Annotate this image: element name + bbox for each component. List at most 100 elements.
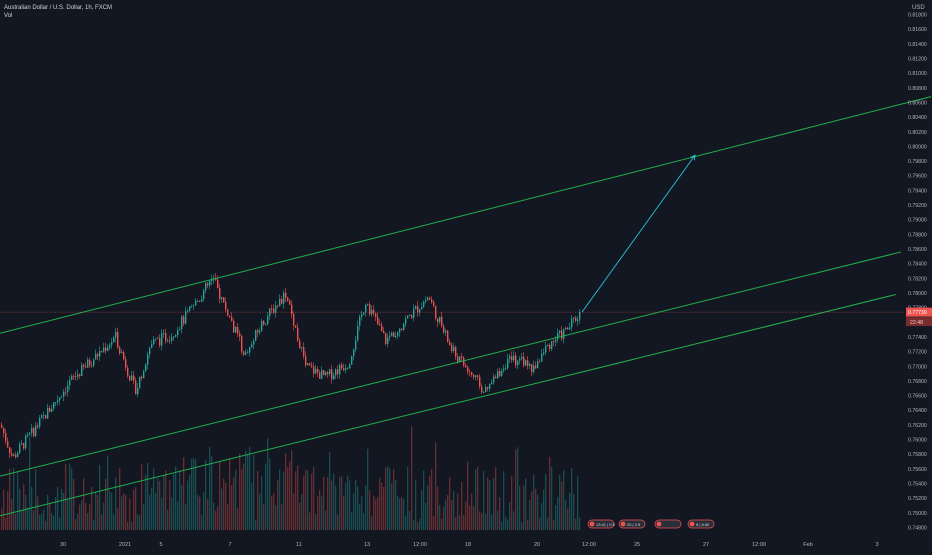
volume-bar	[351, 511, 353, 530]
candle	[129, 375, 131, 381]
time-tick-label: 25	[634, 542, 640, 548]
projection-arrow[interactable]	[581, 154, 696, 313]
event-marker[interactable]: 20 | 2.5	[618, 519, 646, 529]
volume-bar	[219, 461, 221, 530]
candle	[273, 308, 275, 313]
time-axis[interactable]: 30 2021 5 7 11 13 12:00 18 20 12:00 25 27 12:00 Feb 3	[60, 542, 879, 548]
volume-bar	[115, 477, 117, 530]
volume-bar	[173, 473, 175, 530]
volume-bar	[397, 495, 399, 530]
volume-label[interactable]: Vol	[4, 13, 13, 19]
price-axis[interactable]: USD 0.81800 0.81600 0.81400 0.81200 0.81000 0.…	[906, 5, 932, 532]
volume-bar	[571, 467, 573, 530]
candle	[449, 342, 451, 345]
volume-bar	[297, 465, 299, 530]
candle	[421, 307, 423, 310]
candle	[537, 361, 539, 369]
channel-lines[interactable]	[0, 96, 932, 517]
candle	[17, 453, 19, 458]
candle	[149, 347, 151, 355]
volume-bar	[77, 513, 79, 530]
volume-bar	[71, 468, 73, 530]
volume-bar	[227, 504, 229, 530]
volume-bar	[141, 464, 143, 530]
price-tick-label: 0.81200	[908, 56, 927, 62]
candle	[489, 384, 491, 389]
channel-line-lower[interactable]	[0, 293, 897, 517]
volume-bar	[461, 481, 463, 530]
candle	[413, 309, 415, 318]
volume-bar	[183, 457, 185, 530]
candle	[561, 330, 563, 339]
candle	[509, 356, 511, 359]
volume-bar	[113, 514, 115, 530]
candle	[373, 309, 375, 314]
event-marker-label: 13:41 | 0.5	[596, 522, 616, 527]
candle	[485, 386, 487, 393]
candle	[313, 366, 315, 374]
volume-bar	[539, 517, 541, 530]
event-marker[interactable]: 13:41 | 0.5	[587, 519, 616, 529]
event-marker[interactable]: 8 | 8.80	[687, 519, 715, 529]
volume-bar	[401, 496, 403, 530]
candle	[263, 321, 265, 325]
candle	[91, 365, 93, 367]
price-tick-label: 0.78400	[908, 262, 927, 268]
candle	[127, 367, 129, 376]
volume-bar	[51, 512, 53, 530]
volume-bars	[1, 426, 581, 530]
candle	[387, 337, 389, 344]
volume-bar	[229, 457, 231, 530]
candle	[327, 372, 329, 374]
volume-bar	[257, 470, 259, 530]
price-tick-label: 0.76200	[908, 423, 927, 429]
candle	[305, 356, 307, 366]
volume-bar	[499, 497, 501, 530]
candle	[551, 341, 553, 350]
event-marker-badge	[687, 519, 715, 529]
candle	[367, 304, 369, 305]
candle	[193, 305, 195, 307]
last-price-badge[interactable]	[906, 307, 932, 317]
candle	[171, 336, 173, 341]
candle	[425, 300, 427, 302]
candle	[187, 310, 189, 312]
volume-bar	[403, 498, 405, 530]
channel-line-upper[interactable]	[0, 96, 932, 334]
candle	[297, 327, 299, 341]
candle	[347, 368, 349, 370]
candle	[245, 352, 247, 355]
candle	[271, 308, 273, 310]
countdown-value: 22:48	[910, 320, 923, 326]
candle	[191, 305, 193, 307]
symbol-title[interactable]: Australian Dollar / U.S. Dollar, 1h, FXC…	[4, 5, 113, 11]
event-markers[interactable]: 13:41 | 0.5 20 | 2.5 8 | 8.80	[587, 519, 715, 529]
candle	[457, 356, 459, 362]
volume-bar	[279, 469, 281, 530]
volume-bar	[471, 493, 473, 530]
volume-bar	[283, 471, 285, 530]
volume-bar	[13, 467, 15, 530]
candle	[277, 305, 279, 307]
volume-bar	[311, 473, 313, 530]
candle	[451, 344, 453, 352]
candle	[33, 428, 35, 436]
candle	[395, 335, 397, 337]
candle	[513, 355, 515, 361]
volume-bar	[143, 504, 145, 530]
candle	[405, 318, 407, 324]
candle	[481, 386, 483, 393]
candle	[259, 330, 261, 333]
candle	[475, 375, 477, 378]
volume-bar	[483, 471, 485, 530]
volume-bar	[159, 480, 161, 530]
volume-bar	[253, 455, 255, 530]
channel-line-middle[interactable]	[0, 251, 902, 477]
volume-bar	[459, 515, 461, 530]
event-marker[interactable]	[654, 519, 682, 529]
candle	[309, 363, 311, 366]
candle	[379, 323, 381, 326]
volume-bar	[69, 463, 71, 530]
